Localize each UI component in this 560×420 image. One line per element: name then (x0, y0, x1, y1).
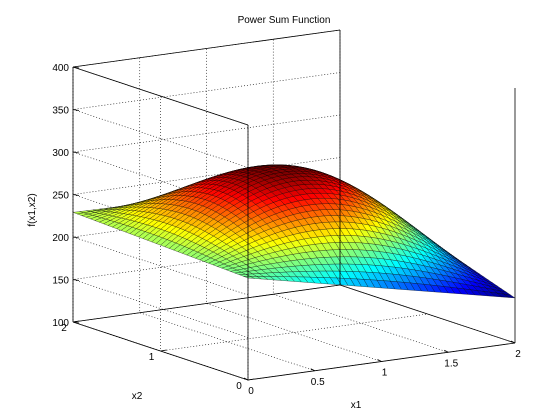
z-tick-mark (72, 109, 80, 111)
y-tick-label: 2 (61, 323, 67, 334)
z-tick-mark (72, 66, 80, 69)
x-tick-mark (243, 377, 249, 381)
z-tick-mark (72, 279, 80, 281)
box-edge (72, 284, 341, 323)
chart-title: Power Sum Function (238, 15, 331, 26)
y-tick-label: 0 (236, 381, 242, 392)
grid-line-x (206, 48, 382, 362)
grid-line-x (272, 39, 449, 353)
z-tick-label: 400 (52, 63, 69, 74)
surface-plot (72, 164, 516, 299)
grid-line-z (72, 72, 341, 168)
x-tick-mark (310, 368, 315, 372)
x-tick-mark (377, 359, 382, 362)
y-axis-label: x2 (132, 391, 143, 402)
x-tick-mark (510, 340, 516, 344)
y-tick-label: 1 (149, 352, 155, 363)
z-axis-label: f(x1,x2) (27, 193, 38, 226)
grid-line-x (139, 57, 315, 372)
x-tick-label: 1.5 (444, 358, 458, 369)
tick-labels: 100 150 200 250 300 350 400 0 0.5 1 1.5 2 0 1 2 (52, 63, 521, 397)
x-tick-label: 0 (248, 386, 254, 397)
surface-patch (503, 293, 516, 299)
grid-line-z (72, 29, 341, 126)
z-tick-label: 200 (52, 233, 69, 244)
x-tick-label: 0.5 (311, 377, 325, 388)
z-tick-label: 250 (52, 191, 69, 202)
x-axis-label: x1 (351, 400, 362, 411)
y-tick-mark (247, 378, 255, 381)
z-tick-mark (72, 236, 80, 239)
z-tick-label: 150 (52, 276, 69, 287)
z-tick-label: 350 (52, 106, 69, 117)
z-tick-label: 300 (52, 148, 69, 159)
x-tick-label: 1 (382, 368, 388, 379)
y-tick-mark (160, 349, 167, 352)
z-tick-label: 100 (52, 318, 69, 329)
x-tick-mark (444, 349, 449, 353)
box-edge (72, 66, 249, 126)
x-tick-label: 2 (515, 349, 521, 360)
box-edge (72, 29, 341, 68)
z-tick-mark (72, 194, 80, 196)
box-edge (339, 284, 516, 344)
y-tick-mark (72, 320, 80, 323)
z-tick-mark (72, 151, 80, 154)
